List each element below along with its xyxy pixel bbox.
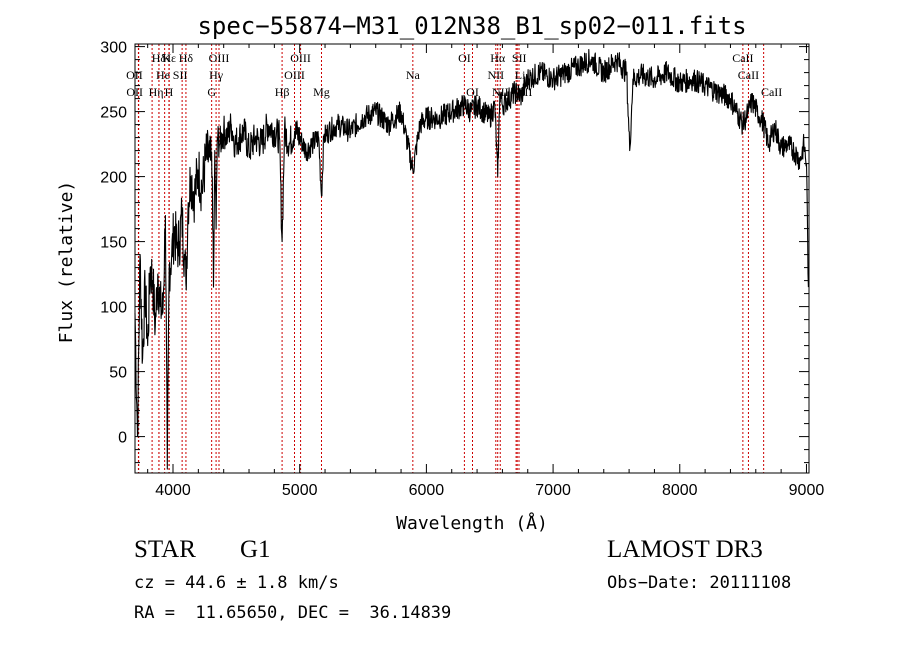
line-label-20: Hη — [149, 85, 164, 99]
line-label-13: Hγ — [209, 68, 224, 82]
line-label-7: Hα — [490, 51, 506, 65]
line-label-1: K — [162, 51, 171, 65]
line-label-5: OIII — [290, 51, 311, 65]
line-label-19: OII — [126, 85, 143, 99]
line-label-27: SII — [518, 85, 533, 99]
spectrum-line — [134, 48, 809, 470]
x-tick-label: 8000 — [662, 482, 698, 499]
y-tick-label: 150 — [100, 235, 127, 252]
object-subclass: G1 — [240, 536, 271, 563]
observation-date: Obs−Date: 20111108 — [607, 573, 792, 593]
redshift-cz: cz = 44.6 ± 1.8 km/s — [134, 573, 339, 593]
x-tick-label: 6000 — [409, 482, 445, 499]
y-axis-label: Flux (relative) — [56, 181, 77, 344]
y-tick-label: 50 — [109, 365, 127, 382]
line-label-18: CaII — [738, 68, 759, 82]
y-tick-label: 200 — [100, 170, 127, 187]
line-label-28: CaII — [761, 85, 782, 99]
line-label-15: Na — [406, 68, 421, 82]
line-label-12: SII — [173, 68, 188, 82]
y-tick-label: 0 — [118, 430, 127, 447]
line-label-11: He — [156, 68, 170, 82]
line-label-6: OI — [458, 51, 471, 65]
plot-frame — [134, 43, 810, 474]
line-label-21: H — [165, 85, 174, 99]
line-label-25: OI — [466, 85, 479, 99]
x-axis-label: Wavelength (Å) — [396, 512, 548, 534]
line-label-10: OII — [126, 68, 143, 82]
line-label-2: Hε — [162, 51, 176, 65]
object-class: STAR — [134, 536, 196, 563]
line-label-3: Hδ — [179, 51, 194, 65]
line-label-8: SII — [512, 51, 527, 65]
ra-dec-coordinates: RA = 11.65650, DEC = 36.14839 — [134, 603, 452, 623]
x-tick-label: 5000 — [282, 482, 318, 499]
line-label-24: Mg — [313, 85, 330, 99]
y-tick-label: 100 — [100, 300, 127, 317]
line-label-17: Li — [515, 68, 526, 82]
line-label-23: Hβ — [275, 85, 290, 99]
line-label-16: NII — [487, 68, 504, 82]
survey-name: LAMOST DR3 — [607, 536, 763, 563]
x-tick-label: 7000 — [535, 482, 571, 499]
y-tick-label: 300 — [100, 40, 127, 57]
line-label-4: OIII — [209, 51, 230, 65]
line-label-26: NII — [492, 85, 509, 99]
line-label-14: OIII — [284, 68, 305, 82]
line-label-9: CaII — [732, 51, 753, 65]
line-label-22: G — [207, 85, 216, 99]
chart-title: spec−55874−M31_012N38_B1_sp02−011.fits — [197, 12, 746, 40]
line-label-0: Hδ — [152, 51, 167, 65]
x-tick-label: 9000 — [789, 482, 825, 499]
x-tick-label: 4000 — [155, 482, 191, 499]
plot-area: 4000 5000 6000 7000 8000 9000 0 50 100 150 200 250 3… — [100, 40, 824, 499]
y-tick-label: 250 — [100, 105, 127, 122]
